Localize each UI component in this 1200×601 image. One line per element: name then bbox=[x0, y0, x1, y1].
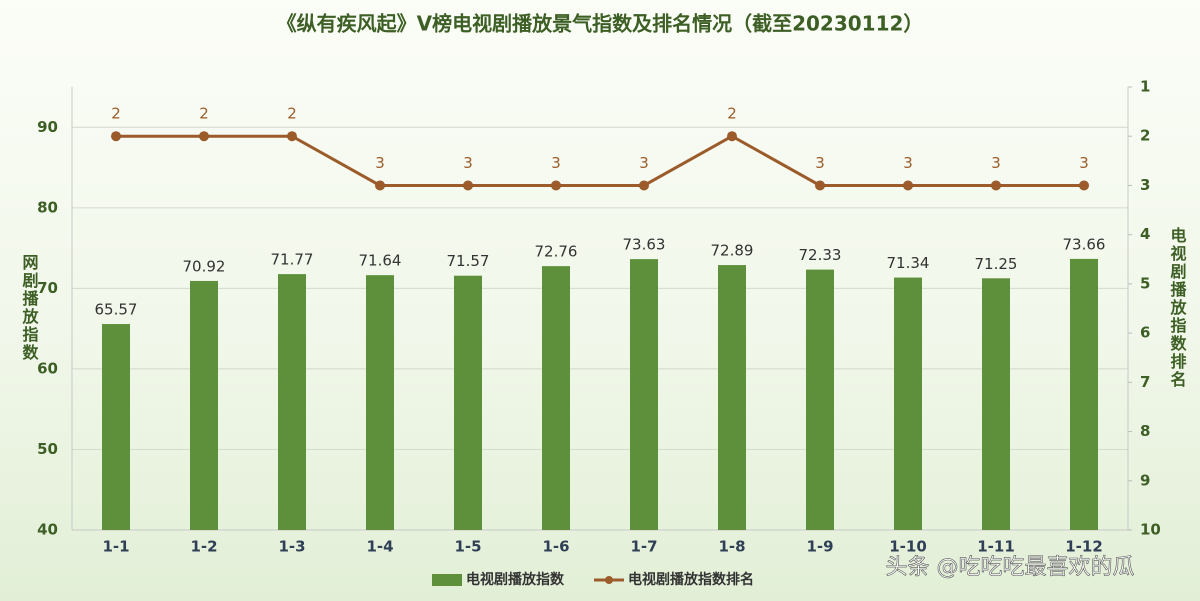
y-tick-label: 60 bbox=[37, 359, 58, 377]
x-tick-label: 1-9 bbox=[806, 538, 833, 556]
bar-value-label: 70.92 bbox=[183, 257, 226, 275]
bar-value-label: 72.89 bbox=[711, 242, 754, 260]
x-tick-label: 1-8 bbox=[718, 538, 745, 556]
bar-value-label: 72.33 bbox=[799, 246, 842, 264]
rank-marker bbox=[375, 180, 385, 191]
x-tick-label: 1-11 bbox=[977, 538, 1015, 556]
rank-value-label: 2 bbox=[111, 105, 121, 123]
rank-value-label: 3 bbox=[815, 154, 825, 172]
bar-value-label: 71.25 bbox=[975, 255, 1018, 273]
bar-value-label: 71.34 bbox=[887, 254, 930, 272]
x-tick-label: 1-2 bbox=[190, 538, 217, 556]
y2-axis-title: 电视剧播放指数排名 bbox=[1168, 226, 1188, 389]
chart-title: 《纵有疾风起》V榜电视剧播放景气指数及排名情况（截至20230112） bbox=[277, 12, 924, 36]
rank-value-label: 3 bbox=[991, 154, 1001, 172]
x-tick-label: 1-7 bbox=[630, 538, 657, 556]
rank-marker bbox=[639, 180, 649, 191]
bar bbox=[542, 266, 570, 530]
watermark: 头条 @吃吃吃最喜欢的瓜 bbox=[886, 555, 1135, 580]
x-tick-label: 1-10 bbox=[889, 538, 927, 556]
rank-value-label: 3 bbox=[463, 154, 473, 172]
bar bbox=[894, 277, 922, 530]
x-tick-label: 1-3 bbox=[278, 538, 305, 556]
x-tick-label: 1-6 bbox=[542, 538, 569, 556]
rank-marker bbox=[815, 180, 825, 191]
rank-value-label: 2 bbox=[287, 105, 297, 123]
x-tick-label: 1-1 bbox=[102, 538, 129, 556]
rank-value-label: 3 bbox=[551, 154, 561, 172]
y2-tick-label: 10 bbox=[1140, 521, 1161, 539]
bar bbox=[1070, 258, 1098, 530]
rank-marker bbox=[991, 180, 1001, 191]
bar-value-label: 65.57 bbox=[95, 301, 138, 319]
y-tick-label: 80 bbox=[37, 198, 58, 216]
legend-label: 电视剧播放指数 bbox=[466, 571, 565, 588]
bar bbox=[366, 275, 394, 530]
x-tick-label: 1-4 bbox=[366, 538, 393, 556]
bar bbox=[190, 280, 218, 530]
y-tick-label: 90 bbox=[37, 118, 58, 136]
rank-marker bbox=[727, 131, 737, 142]
bar bbox=[454, 275, 482, 530]
y-tick-label: 40 bbox=[37, 521, 58, 539]
y2-tick-label: 5 bbox=[1140, 274, 1150, 292]
y-tick-label: 50 bbox=[37, 440, 58, 458]
rank-marker bbox=[463, 180, 473, 191]
y-tick-label: 70 bbox=[37, 279, 58, 297]
bar bbox=[278, 274, 306, 530]
rank-marker bbox=[903, 180, 913, 191]
bar-value-label: 71.64 bbox=[359, 252, 402, 270]
rank-marker bbox=[1079, 180, 1089, 191]
y2-tick-label: 6 bbox=[1140, 324, 1150, 342]
bar bbox=[630, 259, 658, 530]
rank-value-label: 2 bbox=[199, 105, 209, 123]
bar-value-label: 73.66 bbox=[1063, 235, 1106, 253]
rank-value-label: 3 bbox=[375, 154, 385, 172]
rank-value-label: 3 bbox=[903, 154, 913, 172]
bar bbox=[806, 269, 834, 530]
rank-line bbox=[116, 134, 1084, 187]
legend-swatch bbox=[432, 574, 462, 586]
rank-marker bbox=[551, 180, 561, 191]
bar-value-label: 71.57 bbox=[447, 252, 490, 270]
y2-tick-label: 1 bbox=[1140, 78, 1150, 96]
rank-value-label: 3 bbox=[1079, 154, 1089, 172]
bar-value-label: 71.77 bbox=[271, 251, 314, 269]
x-tick-label: 1-5 bbox=[454, 538, 481, 556]
y2-tick-label: 4 bbox=[1140, 225, 1150, 243]
y2-tick-label: 8 bbox=[1140, 422, 1150, 440]
bar-value-label: 73.63 bbox=[623, 236, 666, 254]
y2-tick-label: 3 bbox=[1140, 176, 1150, 194]
bar bbox=[982, 278, 1010, 530]
bar-value-label: 72.76 bbox=[535, 243, 578, 261]
y2-tick-label: 2 bbox=[1140, 127, 1150, 145]
bar bbox=[102, 324, 130, 530]
y2-tick-label: 7 bbox=[1140, 373, 1150, 391]
rank-value-label: 2 bbox=[727, 105, 737, 123]
rank-marker bbox=[111, 131, 121, 142]
legend-swatch-marker bbox=[605, 576, 613, 584]
legend-label: 电视剧播放指数排名 bbox=[628, 571, 754, 588]
bar bbox=[718, 265, 746, 530]
rank-marker bbox=[199, 131, 209, 142]
rank-marker bbox=[287, 131, 297, 142]
y-axis-title: 网剧播放指数 bbox=[20, 254, 40, 362]
x-tick-label: 1-12 bbox=[1065, 538, 1103, 556]
y2-tick-label: 9 bbox=[1140, 471, 1150, 489]
rank-value-label: 3 bbox=[639, 154, 649, 172]
